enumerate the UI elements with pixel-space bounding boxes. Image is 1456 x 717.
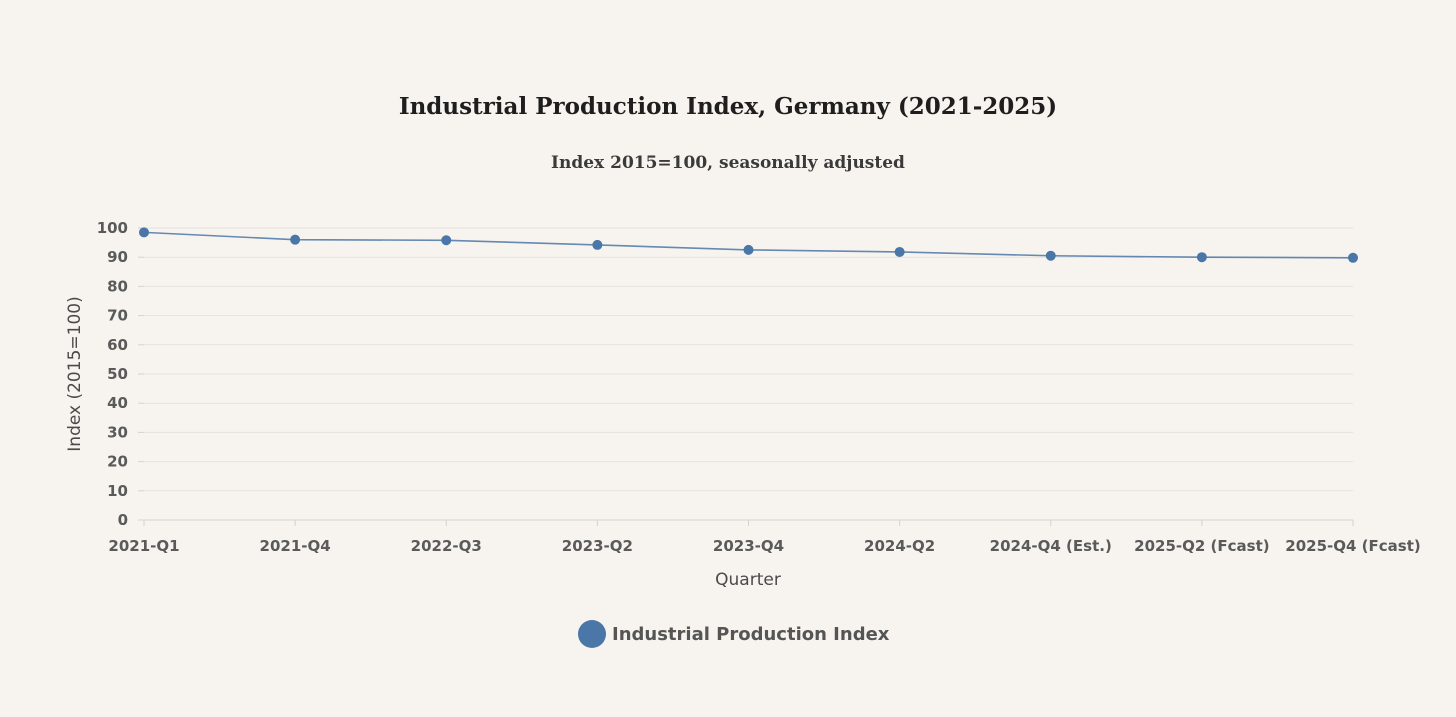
x-axis-ticks: 2021-Q1 2021-Q4 2022-Q3 2023-Q2 2023-Q4 2024-… bbox=[108, 520, 1421, 555]
y-tick-label: 80 bbox=[107, 277, 128, 295]
data-point[interactable] bbox=[139, 227, 149, 238]
data-point[interactable] bbox=[1196, 252, 1207, 263]
legend[interactable]: Industrial Production Index bbox=[578, 620, 890, 648]
data-point[interactable] bbox=[1045, 250, 1056, 261]
x-tick-label: 2024-Q4 (Est.) bbox=[990, 537, 1112, 555]
series-group bbox=[139, 227, 1358, 263]
x-tick-label: 2025-Q4 (Fcast) bbox=[1285, 537, 1420, 555]
y-tick-label: 30 bbox=[107, 423, 128, 441]
data-point[interactable] bbox=[743, 244, 754, 255]
x-tick-label: 2023-Q2 bbox=[562, 537, 633, 555]
y-axis-title: Index (2015=100) bbox=[65, 296, 85, 451]
y-tick-label: 100 bbox=[97, 219, 128, 237]
legend-swatch-icon bbox=[578, 620, 606, 648]
x-tick-label: 2025-Q2 (Fcast) bbox=[1134, 537, 1269, 555]
x-tick-label: 2021-Q4 bbox=[260, 537, 331, 555]
y-tick-label: 10 bbox=[107, 482, 128, 500]
x-axis-title: Quarter bbox=[715, 570, 781, 590]
chart-subtitle: Index 2015=100, seasonally adjusted bbox=[551, 153, 905, 173]
y-tick-label: 50 bbox=[107, 365, 128, 383]
y-tick-label: 0 bbox=[118, 511, 128, 529]
y-tick-label: 20 bbox=[107, 453, 128, 471]
y-tick-label: 90 bbox=[107, 248, 128, 266]
x-tick-label: 2024-Q2 bbox=[864, 537, 935, 555]
gridlines bbox=[144, 227, 1353, 492]
data-point[interactable] bbox=[592, 239, 603, 250]
x-tick-label: 2021-Q1 bbox=[108, 537, 179, 555]
legend-label: Industrial Production Index bbox=[612, 624, 890, 645]
x-tick-label: 2022-Q3 bbox=[411, 537, 482, 555]
y-axis-ticks: 0 10 20 30 40 50 60 70 80 90 100 bbox=[97, 219, 144, 529]
y-tick-label: 40 bbox=[107, 394, 128, 412]
y-tick-label: 70 bbox=[107, 307, 128, 325]
data-point[interactable] bbox=[1348, 252, 1358, 263]
data-point[interactable] bbox=[290, 234, 301, 245]
x-tick-label: 2023-Q4 bbox=[713, 537, 784, 555]
data-point[interactable] bbox=[894, 246, 905, 257]
data-point[interactable] bbox=[441, 235, 452, 246]
chart-title: Industrial Production Index, Germany (20… bbox=[399, 93, 1057, 120]
y-tick-label: 60 bbox=[107, 336, 128, 354]
